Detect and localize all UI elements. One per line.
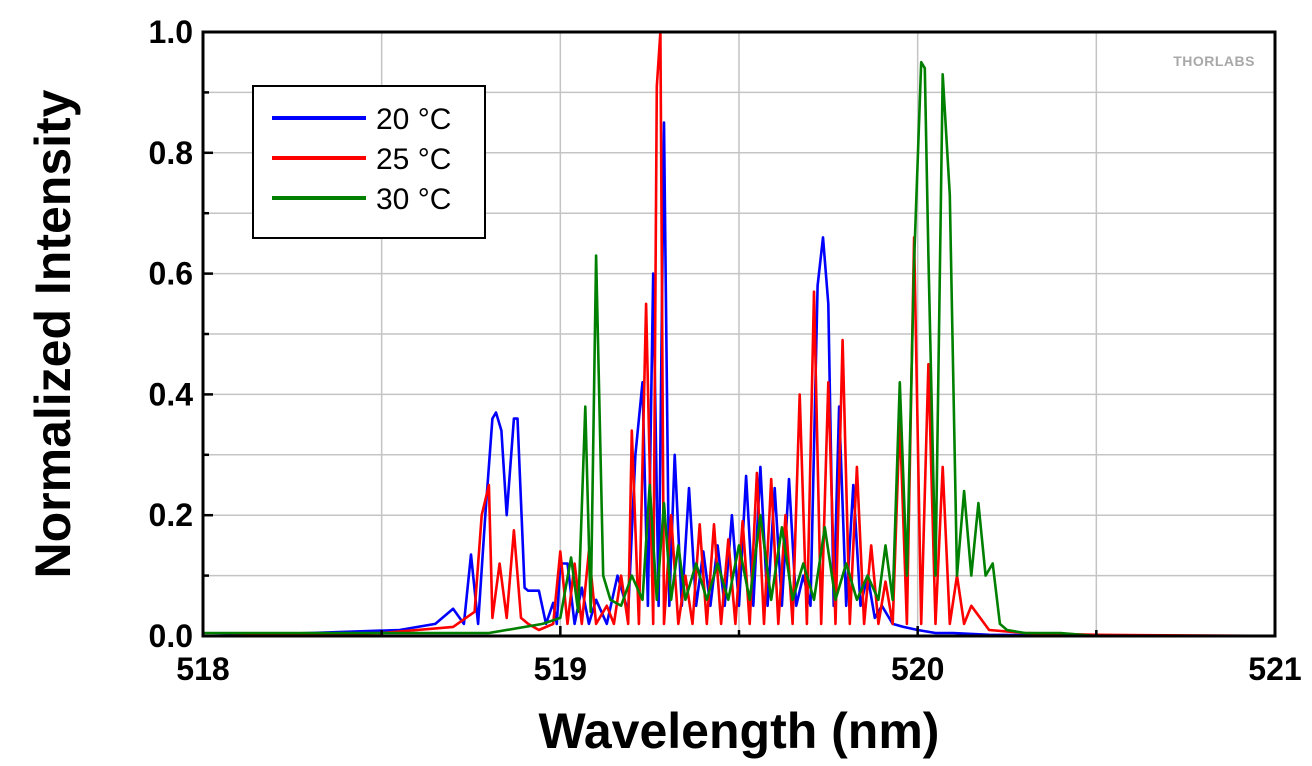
- y-tick-label: 0.6: [149, 256, 193, 292]
- series-line-3: [203, 60, 1275, 638]
- legend: 20 °C 25 °C 30 °C: [252, 85, 486, 239]
- x-axis-title: Wavelength (nm): [539, 703, 940, 759]
- series-layer: [202, 30, 1276, 638]
- legend-label: 30 °C: [376, 183, 451, 216]
- x-tick-label: 521: [1248, 651, 1301, 687]
- x-tick-label: 519: [534, 651, 587, 687]
- y-axis-title: Normalized Intensity: [25, 89, 81, 578]
- x-tick-label: 518: [176, 651, 229, 687]
- legend-box: [252, 85, 486, 239]
- axis-tick-labels: 518 519 520 521 0.0 0.2 0.4 0.6 0.8 1.0: [149, 14, 1302, 687]
- axis-ticks: [201, 30, 1277, 638]
- y-tick-label: 0.2: [149, 497, 193, 533]
- y-tick-label: 0.8: [149, 135, 193, 171]
- legend-label: 25 °C: [376, 143, 451, 176]
- y-tick-label: 0.0: [149, 618, 193, 654]
- y-tick-label: 1.0: [149, 14, 193, 50]
- legend-items: 20 °C 25 °C 30 °C: [272, 103, 451, 216]
- x-tick-label: 520: [891, 651, 944, 687]
- y-tick-label: 0.4: [149, 376, 194, 412]
- thorlabs-watermark: THORLABS: [1173, 53, 1255, 69]
- legend-label: 20 °C: [376, 103, 451, 136]
